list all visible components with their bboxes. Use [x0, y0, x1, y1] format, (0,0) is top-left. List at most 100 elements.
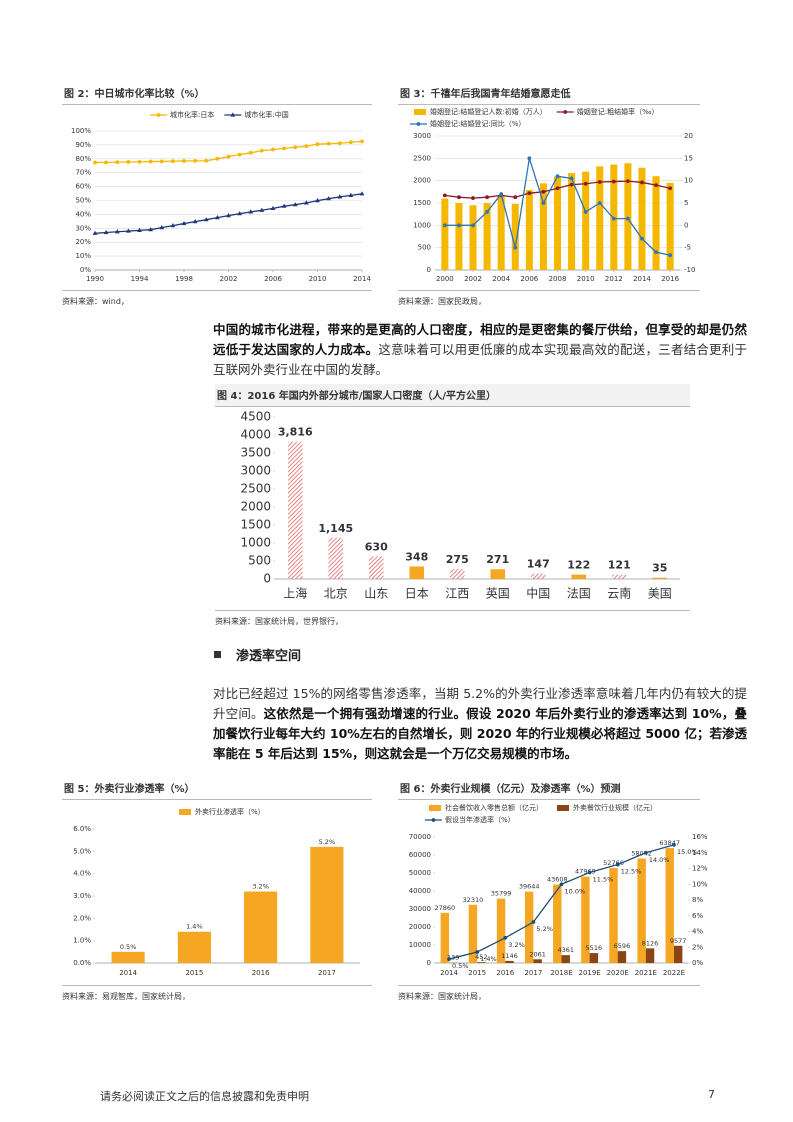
page-number: 7: [708, 1088, 715, 1101]
x-tick-label: 2002: [464, 275, 482, 283]
text-run: 这依然是一个拥有强劲增速的行业。假设 2020 年后外卖行业的渗透率达到 10%…: [213, 706, 747, 761]
y-tick-label: 2500: [240, 482, 271, 496]
line-marker: [457, 195, 461, 200]
bar: [525, 190, 533, 270]
text-run: 这意味着可以用更低廉的成本实现最高效的配送，三者结合更利于互联网外卖行业在中国的…: [213, 342, 747, 377]
value-label: 0.5%: [452, 962, 469, 970]
x-tick-label: 2002: [220, 275, 238, 283]
line-marker: [259, 207, 265, 212]
value-label: 58042: [631, 850, 652, 858]
legend-label: 婚姻登记:结婚登记人数:初婚（万人）: [430, 107, 547, 116]
value-label: 1,145: [318, 522, 353, 535]
value-label: 122: [567, 559, 590, 572]
x-tick-label: 2021E: [635, 969, 657, 977]
bar: [561, 955, 570, 963]
bar: [497, 194, 505, 270]
figure-source: 资料来源：国家民政局，: [398, 290, 700, 307]
y-tick-label: 100%: [71, 127, 91, 135]
y-tick-label: 50%: [75, 197, 91, 205]
line-marker: [337, 141, 342, 146]
y-tick-label: 60000: [409, 851, 431, 859]
value-label: 10.0%: [565, 887, 586, 895]
bar: [637, 858, 646, 963]
legend-swatch: [414, 109, 426, 115]
y2-tick-label: 10: [684, 177, 693, 185]
line-marker: [471, 223, 475, 228]
line-marker: [326, 141, 331, 146]
y-tick-label: 20%: [75, 238, 91, 246]
line-marker: [583, 210, 588, 214]
line-marker: [93, 160, 97, 165]
line-marker: [640, 180, 644, 185]
value-label: 47969: [575, 868, 596, 876]
x-tick-label: 2019E: [578, 969, 600, 977]
y-tick-label: 0%: [80, 266, 91, 274]
legend-swatch: [179, 809, 191, 815]
x-tick-label: 2014: [119, 969, 137, 977]
line-marker: [159, 225, 165, 230]
value-label: 1.4%: [186, 923, 203, 931]
y-tick-label: 3500: [240, 446, 271, 460]
line-marker: [611, 216, 616, 221]
line-marker: [137, 227, 142, 232]
line-marker: [337, 194, 343, 199]
bar: [582, 171, 590, 270]
bar: [553, 884, 562, 963]
y-tick-label: 20000: [409, 923, 431, 931]
line-marker: [148, 227, 154, 232]
line-marker: [541, 189, 546, 194]
line-marker: [640, 236, 644, 241]
value-label: 9577: [670, 937, 687, 945]
line-marker: [527, 191, 532, 196]
value-label: 0.5%: [120, 943, 137, 951]
line-marker: [442, 193, 447, 198]
line-marker: [315, 198, 320, 203]
line-marker: [626, 179, 630, 184]
bar: [596, 166, 604, 270]
line-marker: [654, 250, 658, 255]
line-marker: [215, 156, 220, 161]
legend-marker: [431, 818, 436, 822]
value-label: 2061: [529, 950, 546, 958]
value-label: 3.2%: [508, 941, 525, 949]
y-tick-label: 3.0%: [73, 892, 91, 900]
y2-tick-label: 2%: [692, 943, 703, 951]
bar: [665, 848, 674, 963]
bar: [617, 951, 627, 963]
bar: [533, 959, 542, 963]
x-tick-label: 上海: [283, 586, 307, 601]
bar: [455, 203, 463, 270]
y-tick-label: 2000: [413, 177, 431, 185]
bar: [477, 962, 486, 963]
value-label: 6596: [614, 942, 631, 950]
y-tick-label: 5.0%: [73, 847, 91, 855]
y-tick-label: 70%: [75, 169, 91, 177]
x-tick-label: 法国: [567, 587, 591, 601]
bar: [539, 183, 547, 270]
line-marker: [485, 195, 489, 200]
y-tick-label: 3000: [413, 132, 431, 140]
y-tick-label: 30000: [409, 905, 431, 913]
value-label: 52766: [603, 859, 624, 867]
line-marker: [114, 229, 120, 234]
x-tick-label: 2006: [264, 275, 282, 283]
value-label: 3,816: [278, 426, 313, 439]
bar: [111, 951, 145, 963]
line-marker: [475, 950, 480, 954]
legend-swatch: [429, 805, 441, 811]
bar: [490, 569, 506, 579]
line-marker: [282, 146, 287, 151]
legend-marker: [563, 110, 568, 114]
x-tick-label: 2012: [605, 275, 623, 283]
value-label: 275: [446, 553, 469, 566]
text-run: 对比已经超过 15%的网络零售渗透率，当期 5.2%的外卖行业渗透率意味着几年内…: [213, 686, 747, 721]
bar: [652, 577, 668, 579]
line-marker: [315, 142, 320, 147]
bar: [638, 167, 646, 270]
bar: [553, 176, 562, 270]
y-tick-label: 2000: [240, 500, 271, 514]
value-label: 14.0%: [649, 856, 670, 864]
legend-label: 婚姻登记:结婚登记:同比（%）: [430, 119, 525, 128]
value-label: 271: [486, 553, 509, 566]
